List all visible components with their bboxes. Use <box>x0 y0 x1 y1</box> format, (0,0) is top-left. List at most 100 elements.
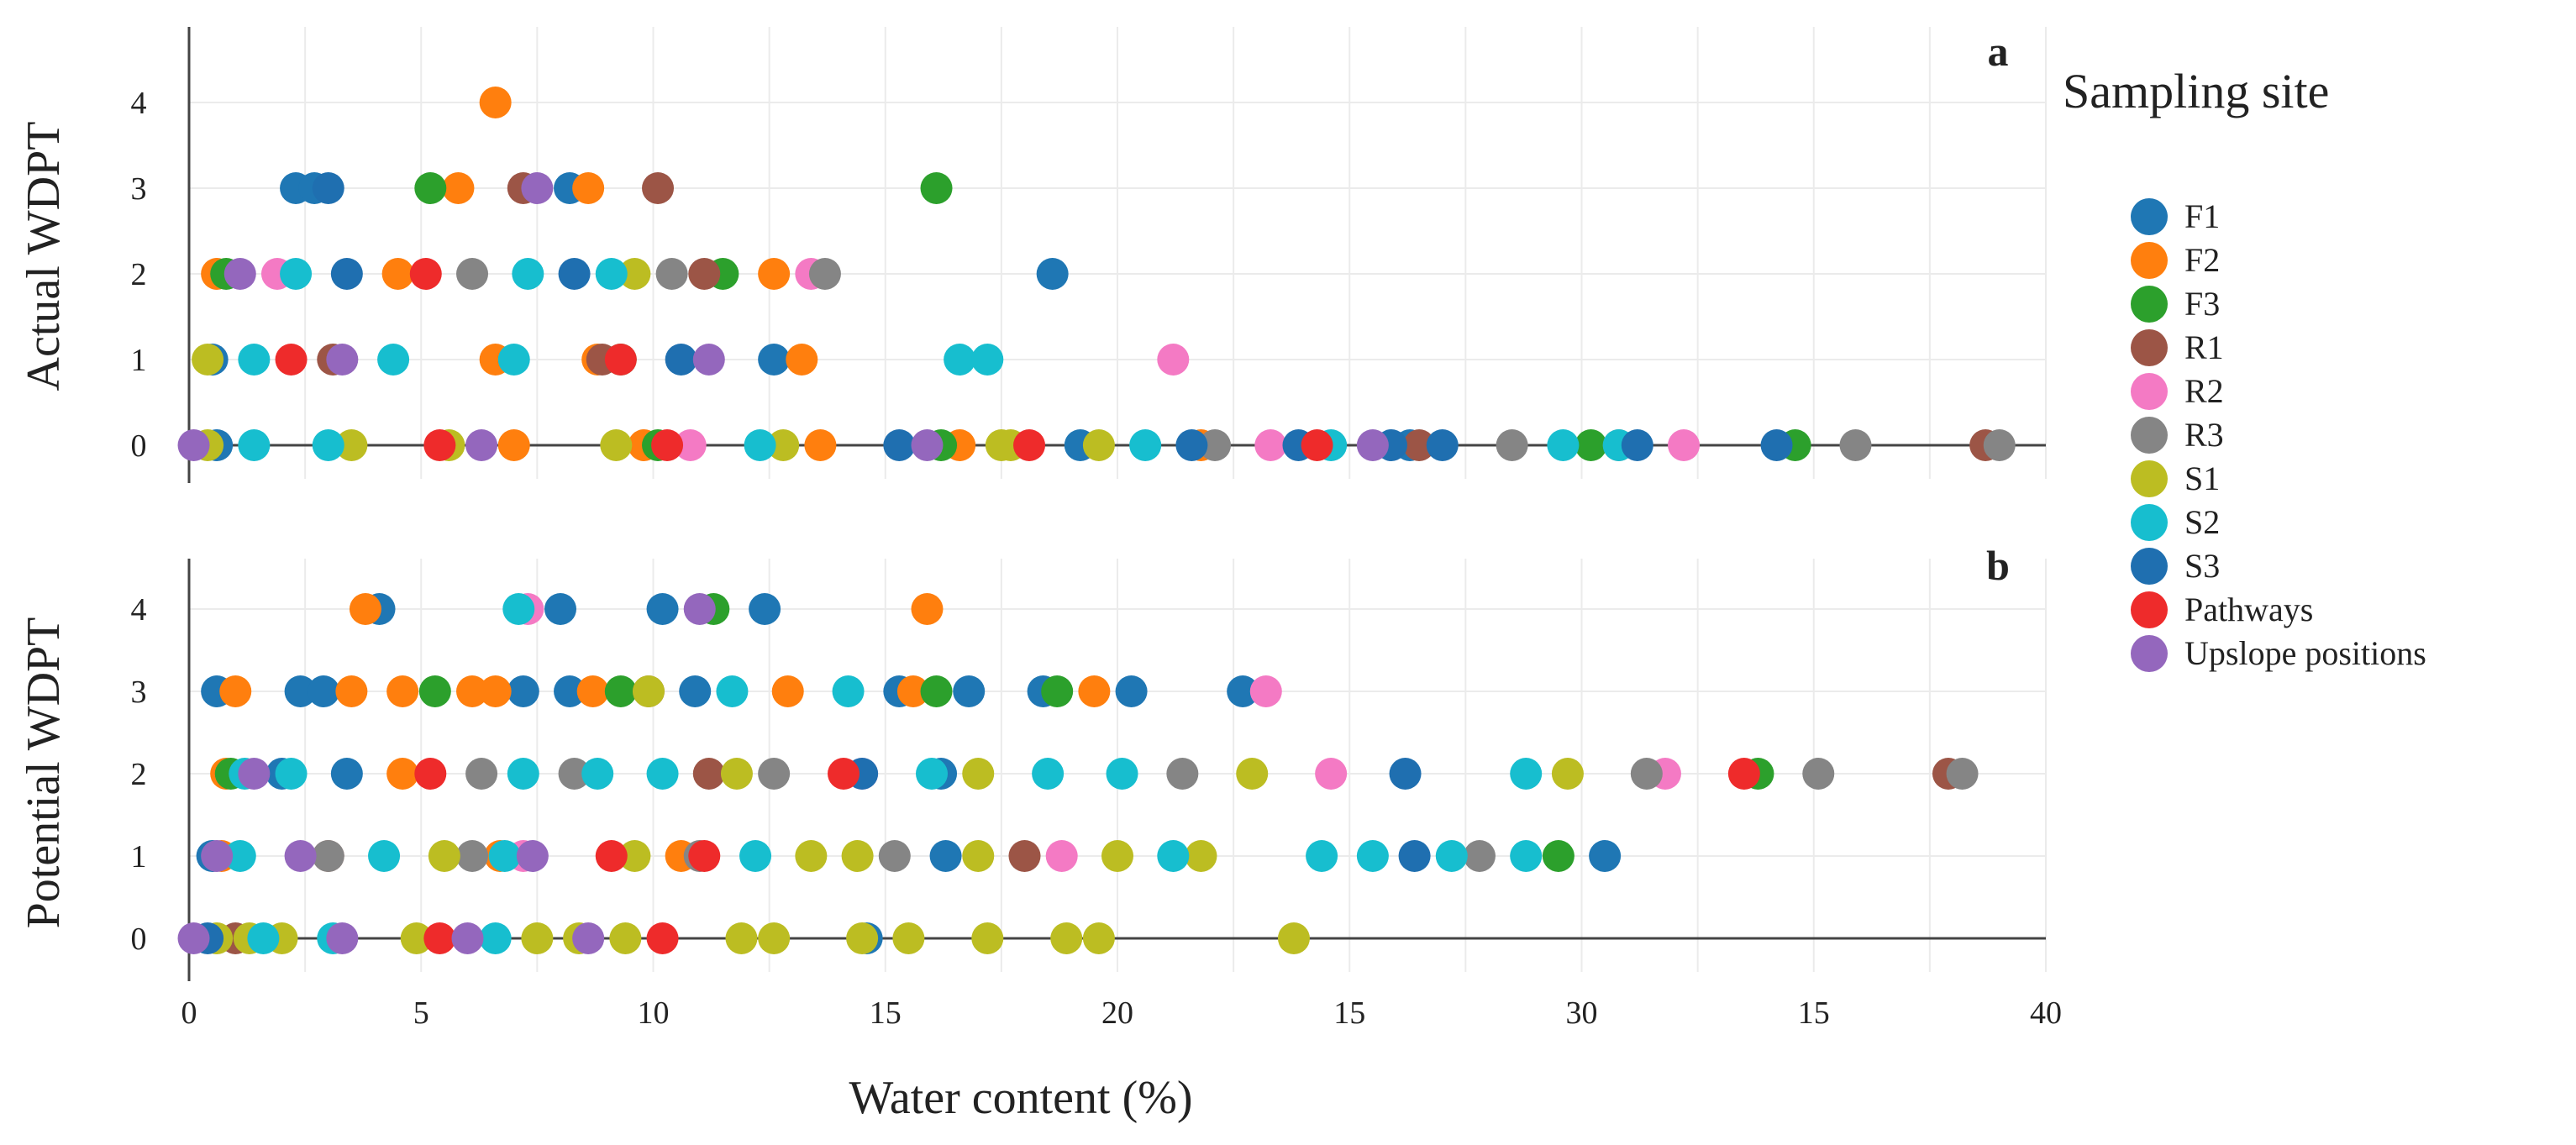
point-b-s2 <box>1510 840 1543 872</box>
point-b-f3 <box>1041 675 1074 707</box>
point-a-f2 <box>804 429 837 461</box>
legend-swatch-r1 <box>2131 329 2168 366</box>
legend-items: F1 F2 F3 R1 R2 R3 S1 S2 S3 Pathways Upslope positi… <box>2131 197 2426 672</box>
x-tick-label: 40 <box>2030 995 2062 1031</box>
point-a-r3 <box>655 258 688 290</box>
point-a-r3 <box>1199 429 1232 461</box>
point-b-s2 <box>507 758 539 790</box>
point-a-r1 <box>688 258 721 290</box>
legend-label-s3: S3 <box>2184 547 2220 585</box>
point-b-r1 <box>692 758 725 790</box>
legend-label-s2: S2 <box>2184 503 2220 541</box>
point-b-r3 <box>1946 758 1979 790</box>
point-b-s1 <box>841 840 874 872</box>
point-a-s3 <box>1621 429 1653 461</box>
point-b-r3 <box>1463 840 1496 872</box>
legend-swatch-f3 <box>2131 286 2168 323</box>
legend-swatch-s1 <box>2131 460 2168 497</box>
panel-a-y-tick-label: 3 <box>131 171 147 207</box>
point-b-s2 <box>223 840 256 872</box>
point-b-pathways <box>1727 758 1760 790</box>
point-a-s1 <box>192 344 224 376</box>
point-b-upslope-positions <box>201 840 234 872</box>
legend-swatch-upslope-positions <box>2131 635 2168 672</box>
x-tick-label: 10 <box>638 995 670 1031</box>
point-b-s1 <box>1185 840 1217 872</box>
point-a-s2 <box>497 344 530 376</box>
x-tick-label: 15 <box>870 995 902 1031</box>
point-a-r3 <box>1496 429 1528 461</box>
point-b-upslope-positions <box>516 840 549 872</box>
legend-label-r1: R1 <box>2184 328 2224 366</box>
point-b-s3 <box>1389 758 1422 790</box>
point-a-upslope-positions <box>692 344 725 376</box>
point-b-f2 <box>1078 675 1111 707</box>
point-b-s1 <box>758 922 791 954</box>
point-b-f2 <box>349 593 381 625</box>
panel-a-y-tick-label: 4 <box>131 86 147 121</box>
point-b-s2 <box>368 840 401 872</box>
point-a-s2 <box>512 258 544 290</box>
point-a-f1 <box>1036 258 1069 290</box>
point-b-s1 <box>428 840 460 872</box>
point-b-s1 <box>1050 922 1083 954</box>
point-a-s3 <box>330 258 363 290</box>
point-a-r3 <box>1839 429 1872 461</box>
point-a-upslope-positions <box>465 429 498 461</box>
panel-a-y-axis-title: Actual WDPT <box>18 122 70 391</box>
point-b-s1 <box>795 840 828 872</box>
point-b-s2 <box>716 675 749 707</box>
panel-b-y-tick-label: 0 <box>131 922 147 957</box>
legend-label-pathways: Pathways <box>2184 591 2313 628</box>
point-a-s3 <box>1426 429 1459 461</box>
legend-swatch-s3 <box>2131 548 2168 585</box>
point-b-f1 <box>284 675 317 707</box>
point-b-f1 <box>646 593 679 625</box>
point-b-upslope-positions <box>683 593 716 625</box>
point-a-s3 <box>312 172 344 204</box>
point-a-s3 <box>1175 429 1208 461</box>
point-a-s2 <box>944 344 976 376</box>
point-b-s1 <box>618 840 651 872</box>
point-b-f3 <box>1542 840 1575 872</box>
point-b-upslope-positions <box>284 840 317 872</box>
point-b-s2 <box>1356 840 1389 872</box>
point-a-s3 <box>1760 429 1793 461</box>
point-b-r2 <box>1249 675 1282 707</box>
grid-layer <box>188 27 2047 972</box>
point-a-pathways <box>1301 429 1333 461</box>
point-b-f1 <box>330 758 363 790</box>
point-b-r2 <box>1315 758 1348 790</box>
panel-b-y-tick-label: 1 <box>131 839 147 875</box>
point-a-s1 <box>335 429 368 461</box>
point-b-pathways <box>646 922 679 954</box>
point-a-f2 <box>758 258 791 290</box>
point-a-s2 <box>312 429 344 461</box>
point-b-f1 <box>554 675 586 707</box>
point-b-f2 <box>896 675 929 707</box>
legend-label-f1: F1 <box>2184 197 2220 235</box>
point-a-s2 <box>744 429 776 461</box>
point-a-s2 <box>377 344 410 376</box>
legend-label-upslope-positions: Upslope positions <box>2184 634 2426 672</box>
x-tick-label: 20 <box>1101 995 1133 1031</box>
point-b-s2 <box>1032 758 1065 790</box>
point-a-r3 <box>456 258 489 290</box>
x-tick-label: 5 <box>413 995 429 1031</box>
point-b-f2 <box>386 758 419 790</box>
panel-a-label: a <box>1988 28 2009 75</box>
point-a-s1 <box>600 429 633 461</box>
x-tick-label: 30 <box>1566 995 1598 1031</box>
point-b-pathways <box>423 922 456 954</box>
point-b-upslope-positions <box>572 922 605 954</box>
legend-swatch-pathways <box>2131 591 2168 628</box>
point-a-upslope-positions <box>326 344 359 376</box>
point-b-s3 <box>1398 840 1431 872</box>
point-b-s2 <box>1306 840 1338 872</box>
point-a-pathways <box>423 429 456 461</box>
point-a-pathways <box>651 429 684 461</box>
point-b-s1 <box>720 758 753 790</box>
point-b-r3 <box>1166 758 1199 790</box>
